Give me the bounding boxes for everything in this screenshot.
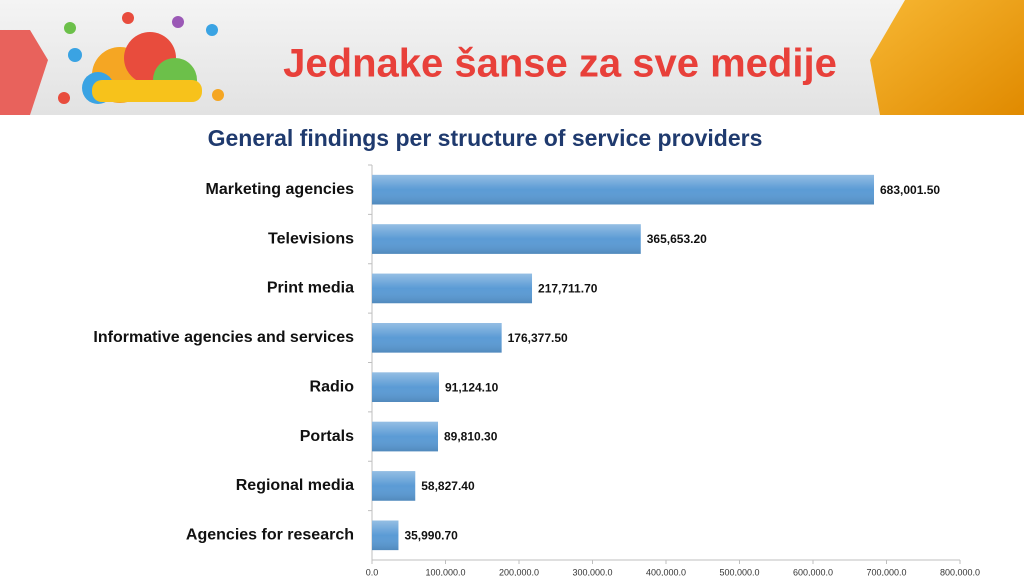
x-tick-label: 200,000.0 [499,567,539,576]
value-label: 89,810.30 [444,430,498,444]
value-label: 91,124.10 [445,380,499,394]
bar-shine [372,372,439,402]
value-label: 35,990.70 [404,528,458,542]
bar-shine [372,421,439,452]
value-label: 176,377.50 [508,331,568,345]
x-tick-label: 800,000.0 [940,567,980,576]
x-tick-label: 500,000.0 [719,567,759,576]
x-tick-label: 100,000.0 [425,567,465,576]
banner: Jednake šanse za sve medije [0,0,1024,115]
value-label: 217,711.70 [538,282,598,296]
bar-shine [372,224,641,254]
banner-title: Jednake šanse za sve medije [283,42,837,86]
y-tick-label: Agencies for research [186,527,354,544]
y-tick-label: Print media [267,280,354,297]
value-label: 683,001.50 [880,183,940,197]
value-label: 365,653.20 [647,232,707,246]
chart-title: General findings per structure of servic… [208,125,763,151]
y-tick-label: Portals [300,428,354,445]
banner-red-shape [0,30,48,115]
bar-shine [372,471,416,501]
y-tick-label: Regional media [236,477,354,494]
bar-shine [372,273,533,304]
plot-area: 0.0 100,000.0 200,000.0 300,000.0 400,000.0 5… [93,164,980,576]
x-tick-label: 600,000.0 [793,567,833,576]
banner-orange-shape [870,0,1024,115]
x-tick-label: 700,000.0 [866,567,906,576]
bar-shine [372,520,399,551]
y-tick-label: Radio [310,378,355,395]
y-tick-label: Informative agencies and services [93,329,354,346]
x-tick-label: 0.0 [366,567,379,576]
bar-shine [372,323,502,353]
value-label: 58,827.40 [421,479,475,493]
bar-shine [372,174,875,205]
y-tick-label: Marketing agencies [206,181,355,198]
x-tick-label: 400,000.0 [646,567,686,576]
icon-cloud [58,12,224,104]
y-tick-label: Televisions [268,230,354,247]
x-tick-label: 300,000.0 [572,567,612,576]
